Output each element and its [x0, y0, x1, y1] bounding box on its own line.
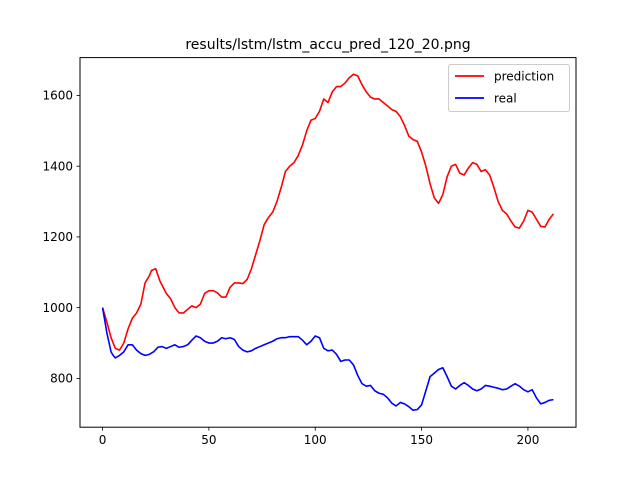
legend-label-prediction: prediction	[494, 70, 554, 84]
series-layer	[101, 73, 555, 412]
y-tick-label: 800	[50, 372, 73, 386]
tick-layer: 0 50 100 150 200 800 1000 1200 1400 1600	[42, 89, 539, 447]
x-tick-label: 100	[304, 433, 327, 447]
legend-label-real: real	[494, 92, 517, 106]
x-tick-label: 150	[410, 433, 433, 447]
series-line-prediction	[101, 73, 555, 351]
x-tick-label: 0	[99, 433, 107, 447]
y-tick-label: 1400	[42, 159, 73, 173]
y-tick-label: 1200	[42, 230, 73, 244]
y-tick-label: 1000	[42, 301, 73, 315]
chart-title: results/lstm/lstm_accu_pred_120_20.png	[185, 37, 470, 53]
plot-frame	[79, 57, 577, 428]
series-line-real	[101, 307, 554, 412]
y-tick-label: 1600	[42, 89, 73, 103]
legend: prediction real	[448, 64, 570, 112]
x-tick-label: 200	[516, 433, 539, 447]
x-tick-label: 50	[201, 433, 216, 447]
